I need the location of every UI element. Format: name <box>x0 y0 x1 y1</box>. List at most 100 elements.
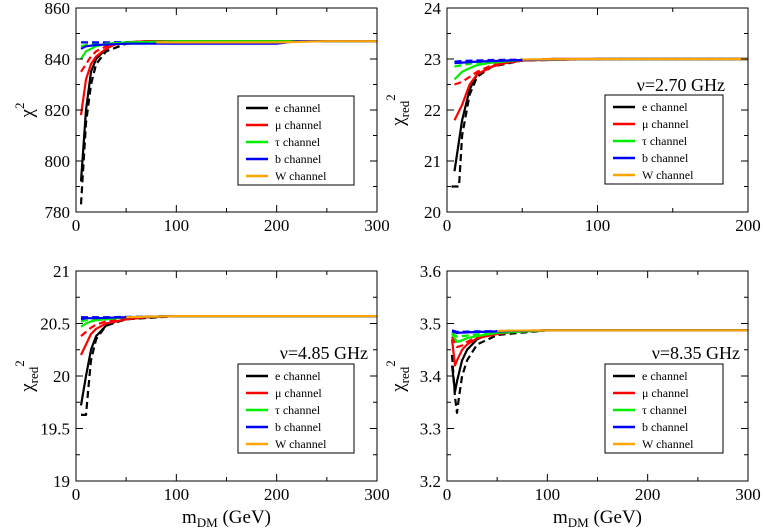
chart-panel-top-left: 0 100 200 300 780 800 820 840 860 χ2 e channel μ ch… <box>12 0 390 235</box>
y-axis-label: χred2 <box>12 360 41 393</box>
legend-entry-label: μ channel <box>275 386 322 400</box>
legend: e channel μ channel τ channel b channel W ch… <box>237 95 355 186</box>
legend-entry-label: W channel <box>275 437 327 451</box>
series-line-w-channel <box>126 315 377 319</box>
legend-entry-label: e channel <box>275 369 321 383</box>
legend-entry-label: b channel <box>642 420 689 434</box>
frequency-annotation: ν=8.35 GHz <box>652 343 740 363</box>
series-line--channel-dashed- <box>80 40 377 48</box>
legend-box <box>604 94 724 185</box>
legend-entry-label: W channel <box>642 168 694 182</box>
y-axis-label-subscript: red <box>397 100 412 117</box>
y-axis-label-symbol: χ <box>388 383 409 393</box>
legend-entry-label: e channel <box>275 101 321 115</box>
series-line-w-channel <box>522 57 748 61</box>
plot-area <box>451 57 748 188</box>
y-tick-label: 3.6 <box>420 262 441 281</box>
y-axis-label-subscript: red <box>26 366 41 383</box>
x-axis-label-subscript: DM <box>197 515 218 528</box>
legend-entry-label: e channel <box>642 369 688 383</box>
y-tick-label: 800 <box>45 152 71 171</box>
y-tick-label: 3.3 <box>420 420 441 439</box>
y-axis-label: χred2 <box>383 360 412 393</box>
y-axis-label-symbol: χ <box>17 108 38 118</box>
y-tick-label: 21 <box>53 262 70 281</box>
y-tick-label: 24 <box>424 0 442 18</box>
y-axis-label-superscript: 2 <box>383 94 398 101</box>
legend-entry-label: b channel <box>275 152 322 166</box>
y-axis-label-symbol: χ <box>388 117 409 127</box>
y-axis-label-symbol: χ <box>17 383 38 393</box>
x-tick-label: 100 <box>164 485 190 504</box>
series-line-w-channel <box>156 40 377 44</box>
y-axis-label-superscript: 2 <box>12 360 27 367</box>
legend-entry-label: W channel <box>642 437 694 451</box>
legend-entry-label: τ channel <box>642 403 688 417</box>
plot-area <box>450 329 748 414</box>
legend-entry-label: μ channel <box>642 117 689 131</box>
y-tick-label: 3.4 <box>420 367 442 386</box>
series-line-w-channel <box>497 329 748 332</box>
plot-area <box>79 40 377 205</box>
legend-entry-label: W channel <box>275 169 327 183</box>
series-line-e-channel-dashed- <box>451 57 748 188</box>
x-tick-label: 100 <box>164 216 190 235</box>
y-axis-label: χred2 <box>383 94 412 127</box>
y-axis-label-subscript: red <box>397 366 412 383</box>
y-tick-label: 20.5 <box>40 315 70 334</box>
y-axis-label: χ2 <box>12 103 38 119</box>
legend-entry-label: e channel <box>642 100 688 114</box>
legend-box <box>237 95 355 186</box>
x-tick-label: 300 <box>364 216 390 235</box>
frequency-annotation: ν=4.85 GHz <box>280 343 368 363</box>
y-axis-label-superscript: 2 <box>12 103 27 110</box>
y-tick-label: 780 <box>45 203 71 222</box>
y-tick-label: 840 <box>45 50 71 69</box>
legend-entry-label: μ channel <box>275 118 322 132</box>
series-line-b-channel-dashed- <box>81 40 377 44</box>
x-tick-label: 0 <box>443 216 452 235</box>
y-tick-label: 3.5 <box>420 315 441 334</box>
x-tick-label: 200 <box>264 216 290 235</box>
x-tick-label: 300 <box>735 485 761 504</box>
x-tick-label: 200 <box>735 216 761 235</box>
x-tick-label: 100 <box>535 485 561 504</box>
legend-box <box>237 363 355 454</box>
x-axis-label: mDM (GeV) <box>182 507 271 528</box>
plot-area <box>79 315 377 416</box>
legend: e channel μ channel τ channel b channel W ch… <box>604 94 724 185</box>
x-tick-label: 0 <box>72 216 81 235</box>
x-tick-label: 200 <box>635 485 661 504</box>
series-line--channel-dashed- <box>451 329 748 349</box>
y-tick-label: 3.2 <box>420 472 441 491</box>
legend-box <box>604 363 724 454</box>
x-tick-label: 200 <box>264 485 290 504</box>
x-axis-label-units: (GeV) <box>589 507 642 528</box>
x-axis-label: mDM (GeV) <box>553 507 642 528</box>
legend: e channel μ channel τ channel b channel W ch… <box>604 363 724 454</box>
y-tick-label: 19 <box>53 472 70 491</box>
legend-entry-label: b channel <box>642 151 689 165</box>
legend-entry-label: τ channel <box>275 135 321 149</box>
x-tick-label: 0 <box>443 485 452 504</box>
legend: e channel μ channel τ channel b channel W ch… <box>237 363 355 454</box>
y-tick-label: 19.5 <box>40 420 70 439</box>
x-tick-label: 100 <box>585 216 611 235</box>
y-tick-label: 23 <box>424 50 441 69</box>
legend-entry-label: τ channel <box>642 134 688 148</box>
x-tick-label: 0 <box>72 485 81 504</box>
chart-panel-bottom-left: 0 100 200 300 19 19.5 20 20.5 21 χred2 mDM (GeV) ν=… <box>12 262 390 528</box>
series-line--channel-dashed- <box>80 315 377 323</box>
series-line--channel-dashed- <box>451 329 748 338</box>
legend-entry-label: b channel <box>275 420 322 434</box>
y-axis-label-superscript: 2 <box>383 360 398 367</box>
x-axis-label-symbol: m <box>553 507 568 528</box>
legend-entry-label: τ channel <box>275 403 321 417</box>
chart-panel-bottom-right: 0 100 200 300 3.2 3.3 3.4 3.5 3.6 χred2 mDM (GeV) ν… <box>383 262 761 528</box>
x-axis-label-units: (GeV) <box>218 507 271 528</box>
x-tick-label: 300 <box>364 485 390 504</box>
x-axis-label-subscript: DM <box>568 515 589 528</box>
x-axis-label-symbol: m <box>182 507 197 528</box>
